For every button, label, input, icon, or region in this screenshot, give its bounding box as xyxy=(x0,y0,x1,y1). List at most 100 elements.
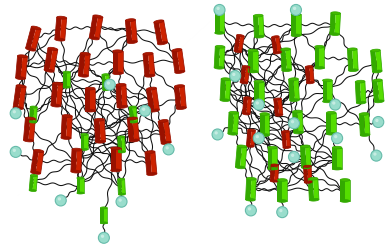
Polygon shape xyxy=(214,47,220,68)
Ellipse shape xyxy=(101,235,104,238)
Polygon shape xyxy=(131,121,138,123)
Polygon shape xyxy=(154,20,164,23)
Polygon shape xyxy=(275,114,283,116)
Polygon shape xyxy=(145,151,155,154)
Polygon shape xyxy=(271,164,279,166)
Polygon shape xyxy=(268,167,277,170)
Polygon shape xyxy=(372,50,382,72)
Polygon shape xyxy=(294,131,303,134)
Ellipse shape xyxy=(334,135,338,138)
Polygon shape xyxy=(374,100,384,103)
Ellipse shape xyxy=(290,4,301,15)
Polygon shape xyxy=(234,35,241,52)
Ellipse shape xyxy=(118,198,122,202)
Polygon shape xyxy=(340,179,350,181)
Polygon shape xyxy=(118,179,125,194)
Polygon shape xyxy=(245,179,251,200)
Polygon shape xyxy=(147,173,157,176)
Ellipse shape xyxy=(279,209,283,212)
Polygon shape xyxy=(245,198,255,201)
Ellipse shape xyxy=(248,207,251,210)
Polygon shape xyxy=(143,52,153,55)
Polygon shape xyxy=(247,145,254,147)
Polygon shape xyxy=(248,49,258,52)
Polygon shape xyxy=(127,117,137,120)
Polygon shape xyxy=(149,109,160,112)
Polygon shape xyxy=(13,107,23,110)
Polygon shape xyxy=(229,111,239,114)
Polygon shape xyxy=(340,180,345,201)
Polygon shape xyxy=(220,99,230,102)
Polygon shape xyxy=(359,113,369,115)
Polygon shape xyxy=(93,15,103,18)
Polygon shape xyxy=(161,141,171,144)
Polygon shape xyxy=(24,118,30,140)
Polygon shape xyxy=(53,82,63,85)
Polygon shape xyxy=(260,114,265,135)
Polygon shape xyxy=(81,133,88,135)
Polygon shape xyxy=(78,54,90,76)
Polygon shape xyxy=(117,105,127,108)
Polygon shape xyxy=(31,151,44,174)
Polygon shape xyxy=(125,19,135,22)
Polygon shape xyxy=(330,33,339,36)
Polygon shape xyxy=(215,10,224,13)
Polygon shape xyxy=(289,79,294,100)
Ellipse shape xyxy=(330,99,341,110)
Ellipse shape xyxy=(163,144,174,155)
Polygon shape xyxy=(282,69,292,72)
Polygon shape xyxy=(240,81,248,84)
Polygon shape xyxy=(281,49,287,70)
Polygon shape xyxy=(71,149,77,172)
Ellipse shape xyxy=(253,133,264,144)
Polygon shape xyxy=(254,35,264,38)
Polygon shape xyxy=(254,82,259,103)
Polygon shape xyxy=(55,18,67,40)
Polygon shape xyxy=(248,51,258,71)
Polygon shape xyxy=(96,140,105,143)
Polygon shape xyxy=(340,200,350,202)
Polygon shape xyxy=(355,80,365,83)
Polygon shape xyxy=(31,175,38,177)
Polygon shape xyxy=(31,150,39,173)
Polygon shape xyxy=(215,45,225,48)
Polygon shape xyxy=(85,89,90,111)
Polygon shape xyxy=(102,75,106,90)
Ellipse shape xyxy=(373,152,377,156)
Polygon shape xyxy=(373,79,382,82)
Polygon shape xyxy=(85,89,95,111)
Ellipse shape xyxy=(104,79,115,90)
Polygon shape xyxy=(248,129,255,131)
Ellipse shape xyxy=(256,101,259,105)
Polygon shape xyxy=(272,37,278,53)
Polygon shape xyxy=(275,99,283,115)
Ellipse shape xyxy=(289,118,299,129)
Polygon shape xyxy=(127,119,134,141)
Polygon shape xyxy=(323,79,332,82)
Polygon shape xyxy=(77,178,84,193)
Polygon shape xyxy=(80,52,90,55)
Polygon shape xyxy=(61,116,72,138)
Polygon shape xyxy=(215,12,224,33)
Polygon shape xyxy=(102,74,109,76)
Ellipse shape xyxy=(116,196,127,207)
Polygon shape xyxy=(347,48,357,51)
Polygon shape xyxy=(247,130,252,146)
Polygon shape xyxy=(81,134,88,149)
Polygon shape xyxy=(253,16,259,37)
Ellipse shape xyxy=(10,146,21,157)
Ellipse shape xyxy=(107,81,110,85)
Polygon shape xyxy=(77,192,84,194)
Polygon shape xyxy=(118,193,125,195)
Polygon shape xyxy=(85,87,95,90)
Polygon shape xyxy=(18,55,27,58)
Polygon shape xyxy=(309,179,319,200)
Polygon shape xyxy=(359,114,365,135)
Polygon shape xyxy=(29,121,36,123)
Polygon shape xyxy=(154,21,163,44)
Polygon shape xyxy=(340,180,350,201)
Polygon shape xyxy=(34,149,44,152)
Polygon shape xyxy=(254,101,263,104)
Polygon shape xyxy=(254,82,263,103)
Polygon shape xyxy=(118,137,122,152)
